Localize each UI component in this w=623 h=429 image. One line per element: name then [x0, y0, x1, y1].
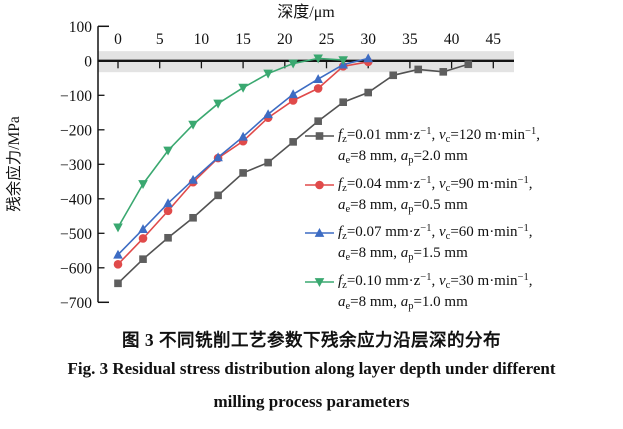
series-fz-0.07 — [113, 53, 373, 259]
marker-triangle-down — [163, 146, 173, 156]
marker-triangle-down — [188, 120, 198, 130]
marker-triangle-down — [138, 180, 148, 189]
marker-square — [364, 88, 372, 97]
marker-triangle-down — [238, 83, 248, 93]
y-tick-label: −400 — [60, 191, 92, 208]
x-tick-label: 15 — [235, 31, 251, 48]
marker-square — [139, 255, 147, 263]
marker-triangle-down — [213, 99, 223, 109]
marker-square — [239, 169, 247, 177]
y-tick-label: −300 — [60, 157, 92, 174]
marker-triangle-up — [263, 109, 273, 119]
marker-triangle-up — [288, 89, 298, 99]
marker-triangle-down — [263, 69, 273, 79]
marker-square — [314, 117, 322, 125]
marker-triangle-up — [213, 152, 223, 162]
series-fz-0.10 — [113, 54, 348, 233]
marker-square — [464, 60, 473, 69]
marker-triangle-up — [363, 53, 373, 63]
y-axis-title: 残余应力/MPa — [4, 116, 23, 212]
marker-square — [414, 65, 423, 74]
marker-triangle-down — [338, 56, 348, 66]
marker-triangle-down — [113, 223, 123, 233]
x-tick-label: 5 — [156, 31, 164, 48]
marker-square — [439, 68, 448, 76]
x-axis-title: 深度/μm — [277, 3, 335, 21]
x-tick-label: 30 — [360, 31, 376, 48]
marker-triangle-down — [313, 54, 323, 64]
x-tick-label: 45 — [486, 31, 502, 48]
marker-square — [114, 279, 122, 288]
marker-square — [264, 158, 272, 167]
x-tick-label: 40 — [444, 31, 460, 48]
marker-triangle-up — [313, 74, 323, 83]
chart-plot-area: 0 5 10 15 20 25 30 35 40 45 深度/μm 100 0 −100 −200 −300 −… — [4, 3, 514, 312]
marker-circle — [138, 234, 148, 243]
marker-triangle-up — [238, 131, 248, 141]
marker-circle — [313, 84, 323, 93]
series-fz-0.01 — [114, 60, 473, 288]
y-tick-label: −100 — [60, 88, 92, 105]
x-tick-label: 0 — [114, 31, 122, 48]
marker-circle — [163, 206, 173, 216]
x-tick-label: 25 — [319, 31, 335, 48]
caption-english-line2: milling process parameters — [213, 392, 410, 411]
marker-square — [189, 213, 197, 222]
marker-triangle-up — [188, 174, 198, 184]
marker-square — [389, 71, 398, 80]
marker-circle — [113, 260, 123, 269]
marker-square — [164, 233, 172, 242]
marker-square — [339, 98, 347, 106]
marker-triangle-up — [163, 198, 173, 208]
marker-square — [289, 138, 297, 146]
y-tick-label: −500 — [60, 226, 92, 243]
marker-triangle-up — [113, 249, 123, 259]
y-tick-label: −600 — [60, 260, 92, 277]
y-tick-label: 100 — [69, 19, 93, 36]
marker-circle — [288, 96, 298, 105]
y-tick-label: −700 — [60, 295, 92, 312]
x-tick-label: 20 — [277, 31, 293, 48]
caption-english-line1: Fig. 3 Residual stress distribution alon… — [67, 359, 556, 378]
x-tick-label: 35 — [402, 31, 418, 48]
x-tick-label: 10 — [194, 31, 210, 48]
y-tick-label: 0 — [84, 53, 92, 70]
marker-triangle-up — [138, 224, 148, 234]
series-line-fz-0.10 — [117, 57, 344, 228]
marker-triangle-down — [288, 59, 298, 69]
y-tick-label: −200 — [60, 122, 92, 139]
marker-square — [214, 191, 222, 200]
caption-chinese: 图 3 不同铣削工艺参数下残余应力沿层深的分布 — [122, 330, 501, 350]
